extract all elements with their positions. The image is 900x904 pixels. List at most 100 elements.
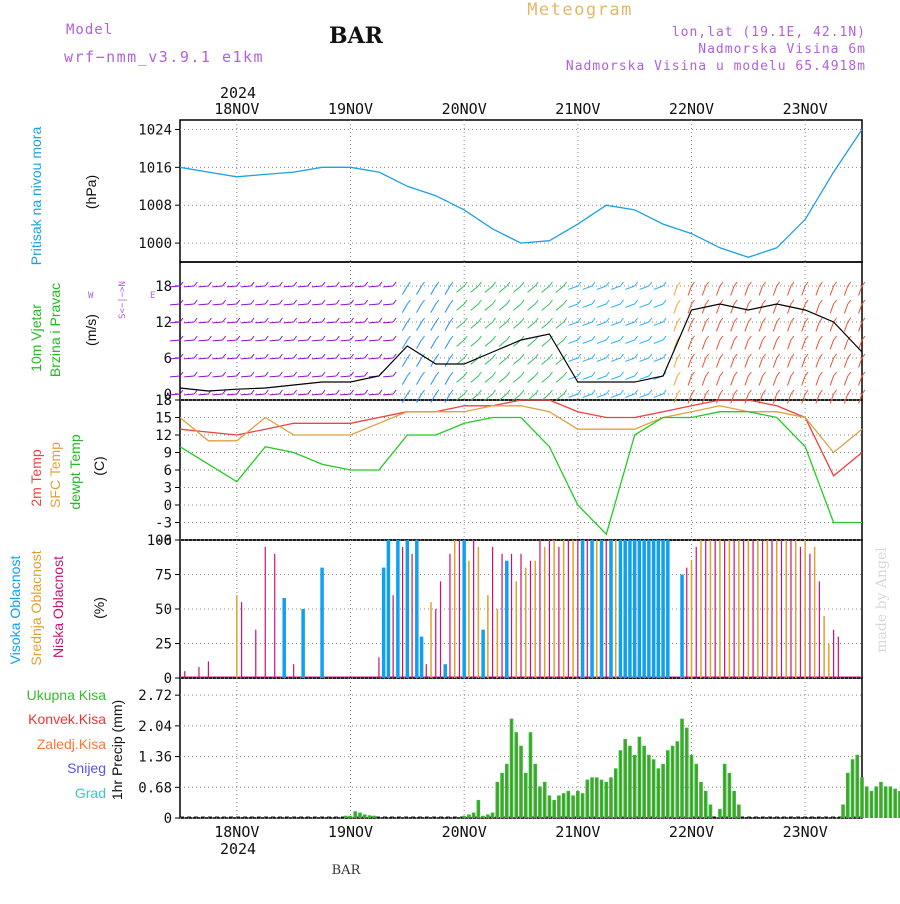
wind-barb-head — [179, 353, 184, 359]
wind-barb — [596, 357, 607, 362]
frozen-precip-bar — [852, 760, 853, 818]
wind-barb-head — [662, 299, 667, 305]
wind-barb — [815, 375, 820, 386]
wind-barb-head — [563, 299, 568, 305]
wind-barb-head — [549, 335, 553, 341]
wind-barb-head — [364, 281, 369, 287]
wind-barb — [444, 375, 451, 385]
wind-barb — [383, 303, 394, 306]
wind-barb-head — [250, 389, 255, 395]
wind-barb-head — [335, 299, 340, 305]
wind-barb — [815, 303, 820, 314]
low-cloud-bar — [799, 546, 802, 678]
wind-barb — [744, 285, 749, 296]
mid-cloud-bar — [813, 546, 816, 678]
wind-barb — [368, 357, 379, 360]
wind-barb-head — [222, 353, 227, 359]
temp-ytick-label: -6 — [155, 533, 172, 549]
wind-barb-head — [506, 389, 511, 395]
mid-cloud-bar — [700, 540, 702, 678]
temp-ylabel-2: SFC Temp — [47, 442, 63, 508]
frozen-precip-bar — [681, 719, 683, 818]
wind-barb — [596, 303, 607, 308]
wind-barb-head — [506, 353, 511, 359]
wind-barb-head — [534, 299, 539, 305]
mid-cloud-bar — [236, 595, 238, 678]
wind-barb-head — [549, 353, 553, 359]
wind-barb — [340, 321, 351, 324]
wind-barb-head — [762, 317, 766, 323]
wind-barb — [255, 339, 266, 342]
wind-barb-head — [733, 371, 738, 377]
wind-barb-head — [833, 281, 837, 287]
wind-barb — [326, 321, 337, 324]
wind-barb-head — [477, 335, 482, 341]
wind-barb-head — [449, 281, 454, 287]
top-day-label: 20NOV — [442, 100, 487, 118]
wind-barb-head — [236, 389, 241, 395]
wind-barb-head — [549, 389, 553, 395]
wind-barb — [444, 321, 451, 331]
wind-barb-head — [691, 281, 695, 287]
high-cloud-bar — [599, 540, 604, 678]
mid-cloud-bar — [766, 540, 769, 678]
wind-barb-head — [620, 317, 624, 323]
wind-barb — [269, 357, 280, 360]
wind-barb-head — [307, 299, 312, 305]
wind-barb-head — [520, 353, 525, 359]
wind-barb-head — [847, 371, 852, 377]
wind-barb — [772, 339, 778, 350]
wind-barb-head — [634, 299, 639, 305]
wind-barb — [456, 357, 465, 365]
wind-barb-head — [733, 353, 738, 359]
wind-barb — [312, 375, 323, 378]
wind-barb-head — [506, 299, 511, 305]
high-cloud-bar — [666, 540, 670, 678]
frozen-precip-bar — [728, 773, 730, 818]
low-cloud-bar — [586, 540, 588, 678]
wind-barb — [444, 339, 451, 349]
wind-barb — [513, 375, 522, 383]
wind-barb-head — [293, 299, 298, 305]
low-cloud-bar — [435, 609, 437, 678]
wind-barb — [283, 375, 294, 378]
wind-barb-head — [847, 317, 852, 323]
wind-barb-head — [648, 281, 653, 287]
bottom-day-label: 20NOV — [442, 823, 487, 841]
low-cloud-bar — [780, 540, 783, 678]
wind-barb — [610, 339, 621, 344]
wind-barb — [555, 357, 564, 365]
high-cloud-bar — [282, 597, 286, 678]
wind-barb — [625, 303, 635, 308]
wind-barb-head — [705, 317, 710, 323]
wind-barb-head — [861, 281, 866, 287]
wind-barb-head — [577, 353, 582, 359]
wind-barb-head — [378, 389, 383, 395]
wind-barb — [283, 357, 294, 360]
mid-cloud-bar — [690, 560, 693, 678]
wind-barb — [610, 303, 621, 308]
wind-barb — [568, 375, 579, 380]
wind-barb — [716, 357, 721, 368]
wind-barb-head — [421, 317, 425, 323]
wind-barb-head — [193, 389, 198, 395]
wind-barb — [625, 285, 635, 290]
wind-barb — [513, 303, 522, 311]
frozen-precip-bar — [577, 791, 579, 818]
high-cloud-bar — [632, 540, 637, 678]
high-cloud-bar — [642, 540, 646, 678]
wind-barb — [744, 393, 749, 404]
precip-ytick-label: 1.36 — [138, 750, 172, 766]
wind-barb — [368, 393, 379, 396]
wind-barb-head — [406, 299, 411, 305]
wind-barb — [354, 357, 365, 360]
wind-barb — [297, 303, 308, 306]
bottom-day-label: 23NOV — [783, 823, 828, 841]
wind-barb-head — [634, 317, 639, 323]
wind-barb — [527, 375, 536, 383]
wind-barb — [484, 321, 493, 329]
wind-barb — [801, 375, 806, 386]
wind-barb — [758, 375, 764, 386]
mid-cloud-bar — [728, 540, 731, 678]
wind-barb-head — [264, 371, 269, 377]
